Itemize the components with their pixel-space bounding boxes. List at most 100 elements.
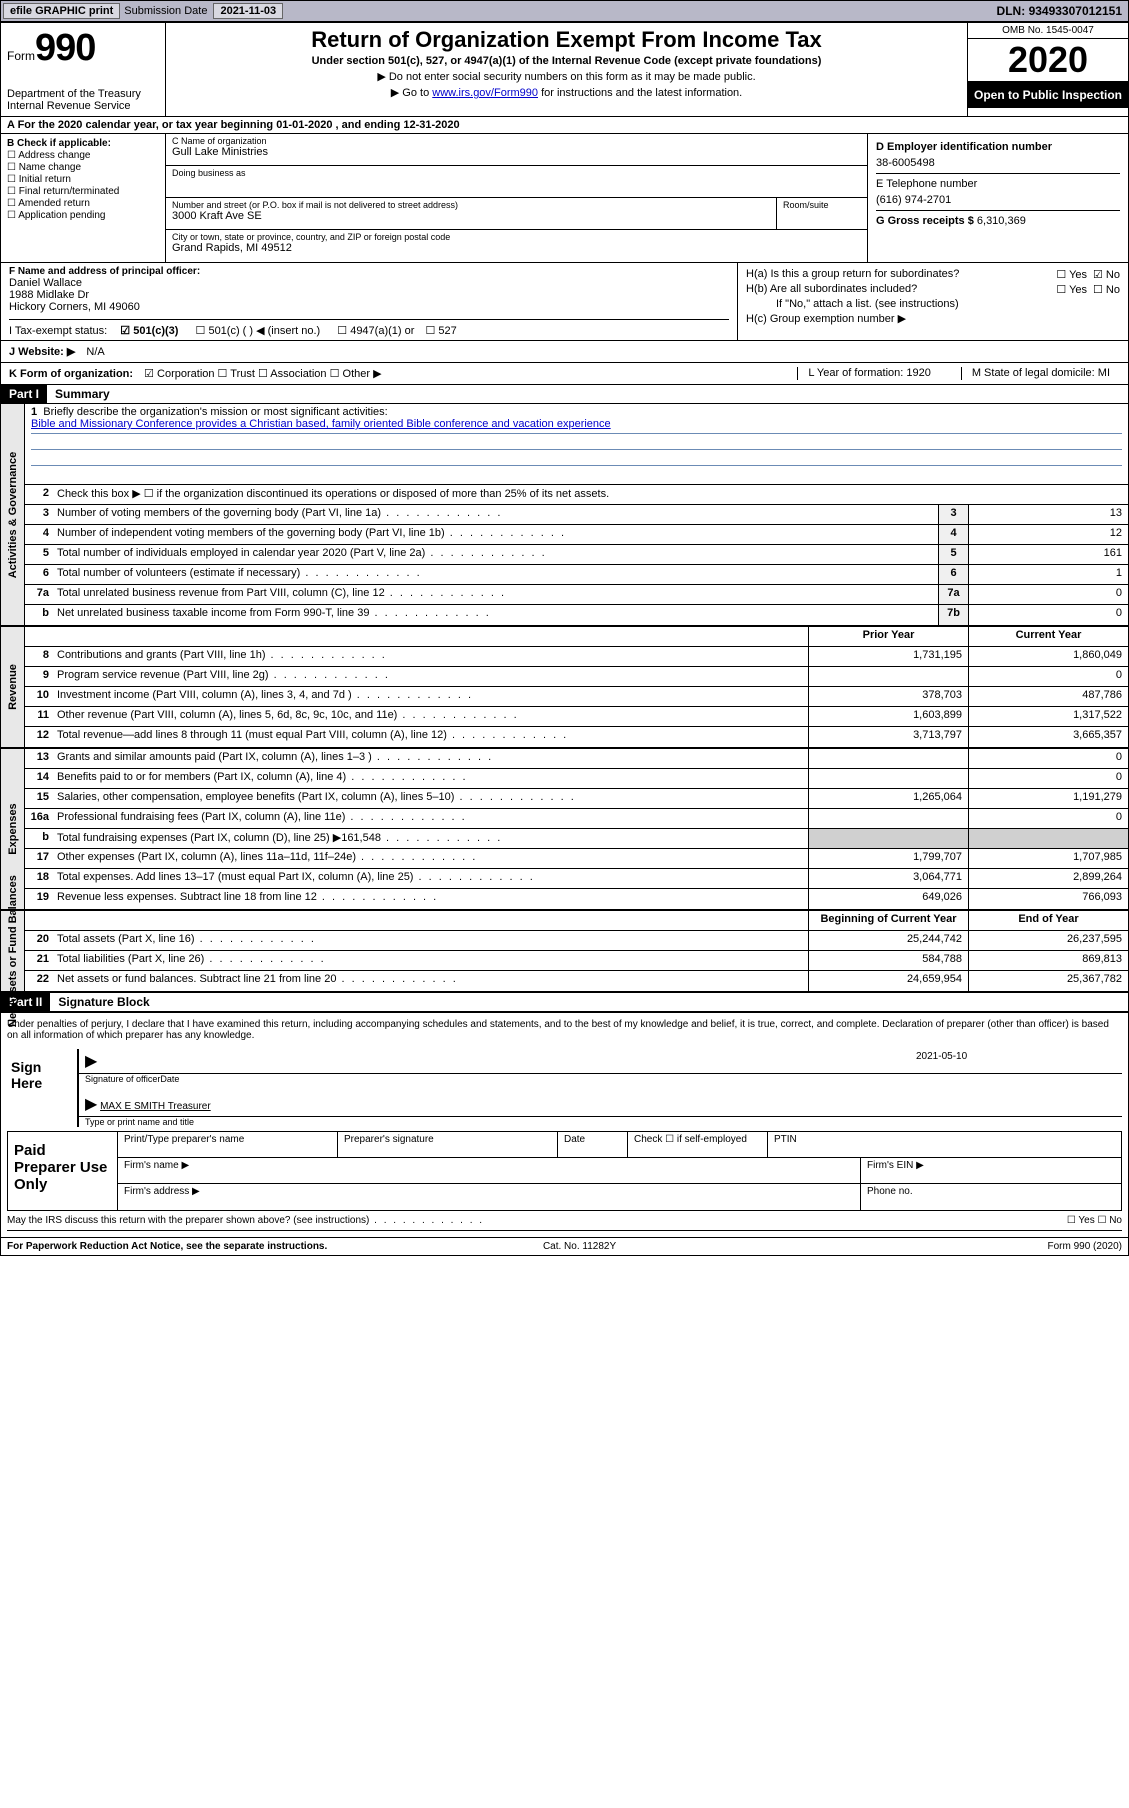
chk-initial-return[interactable]: Initial return — [7, 174, 159, 185]
form-note1: ▶ Do not enter social security numbers o… — [174, 70, 959, 83]
sig-date-label: Date — [160, 1074, 360, 1084]
col-begin-year: Beginning of Current Year — [808, 911, 968, 930]
chk-application-pending[interactable]: Application pending — [7, 210, 159, 221]
summary-line: 20Total assets (Part X, line 16)25,244,7… — [25, 931, 1128, 951]
discuss-opts[interactable]: ☐ Yes ☐ No — [1067, 1215, 1122, 1226]
gross-label: G Gross receipts $ — [876, 215, 974, 227]
summary-line: 22Net assets or fund balances. Subtract … — [25, 971, 1128, 991]
ha-yes[interactable]: ☐ Yes — [1056, 268, 1087, 281]
form-header: Form990 Department of the Treasury Inter… — [1, 23, 1128, 117]
submission-date-button[interactable]: 2021-11-03 — [213, 3, 283, 19]
dba-label: Doing business as — [172, 168, 861, 178]
section-revenue: Revenue Prior YearCurrent Year 8Contribu… — [1, 627, 1128, 749]
side-label-revenue: Revenue — [7, 664, 19, 710]
summary-line: 8Contributions and grants (Part VIII, li… — [25, 647, 1128, 667]
header-left: Form990 Department of the Treasury Inter… — [1, 23, 166, 116]
prep-name-label: Print/Type preparer's name — [118, 1132, 338, 1157]
hb-no[interactable]: ☐ No — [1093, 283, 1120, 296]
officer-addr1: 1988 Midlake Dr — [9, 289, 729, 301]
chk-527[interactable]: ☐ 527 — [425, 325, 456, 337]
sig-officer-label: Signature of officer — [85, 1074, 160, 1084]
phone-value: (616) 974-2701 — [876, 194, 1120, 206]
officer-name-title: MAX E SMITH Treasurer — [100, 1101, 211, 1112]
signature-block: Under penalties of perjury, I declare th… — [1, 1012, 1128, 1237]
chk-amended-return[interactable]: Amended return — [7, 198, 159, 209]
q2-text: Check this box ▶ ☐ if the organization d… — [53, 485, 1128, 504]
phone-label: E Telephone number — [876, 178, 1120, 190]
sig-date: 2021-05-10 — [916, 1051, 1116, 1062]
chk-4947[interactable]: ☐ 4947(a)(1) or — [337, 325, 414, 337]
summary-line: 10Investment income (Part VIII, column (… — [25, 687, 1128, 707]
q1-label: Briefly describe the organization's miss… — [43, 406, 387, 418]
ein-label: D Employer identification number — [876, 141, 1120, 153]
dln-label: DLN: 93493307012151 — [997, 4, 1128, 18]
summary-line: 3Number of voting members of the governi… — [25, 505, 1128, 525]
summary-line: 21Total liabilities (Part X, line 26)584… — [25, 951, 1128, 971]
hb-label: H(b) Are all subordinates included? — [746, 283, 1056, 296]
footer-left: For Paperwork Reduction Act Notice, see … — [7, 1241, 327, 1252]
form-title: Return of Organization Exempt From Incom… — [174, 27, 959, 53]
name-title-label: Type or print name and title — [79, 1117, 1122, 1127]
gross-value: 6,310,369 — [977, 215, 1026, 227]
block-fh: F Name and address of principal officer:… — [1, 263, 1128, 341]
state-domicile: M State of legal domicile: MI — [961, 367, 1120, 380]
section-h-group: H(a) Is this a group return for subordin… — [738, 263, 1128, 340]
summary-line: 6Total number of volunteers (estimate if… — [25, 565, 1128, 585]
summary-line: bNet unrelated business taxable income f… — [25, 605, 1128, 625]
chk-501c[interactable]: ☐ 501(c) ( ) ◀ (insert no.) — [196, 325, 321, 337]
mission-text: Bible and Missionary Conference provides… — [31, 418, 1122, 434]
chk-501c3[interactable]: ☑ 501(c)(3) — [120, 325, 178, 337]
summary-line: 19Revenue less expenses. Subtract line 1… — [25, 889, 1128, 909]
firm-addr-label: Firm's address ▶ — [118, 1184, 861, 1210]
row-j-website: J Website: ▶ N/A — [1, 341, 1128, 363]
form-number: 990 — [35, 27, 95, 69]
form-subtitle: Under section 501(c), 527, or 4947(a)(1)… — [174, 55, 959, 67]
row-i-tax-exempt: I Tax-exempt status: ☑ 501(c)(3) ☐ 501(c… — [9, 319, 729, 337]
efile-button[interactable]: efile GRAPHIC print — [3, 3, 120, 19]
header-title-block: Return of Organization Exempt From Incom… — [166, 23, 968, 116]
summary-line: 5Total number of individuals employed in… — [25, 545, 1128, 565]
officer-name: Daniel Wallace — [9, 277, 729, 289]
chk-final-return[interactable]: Final return/terminated — [7, 186, 159, 197]
ein-value: 38-6005498 — [876, 157, 1120, 169]
form-label: Form — [7, 49, 35, 63]
hb-note: If "No," attach a list. (see instruction… — [746, 298, 1120, 310]
summary-line: 14Benefits paid to or for members (Part … — [25, 769, 1128, 789]
form-note2: ▶ Go to www.irs.gov/Form990 for instruct… — [174, 86, 959, 99]
org-type-opts[interactable]: ☑ Corporation ☐ Trust ☐ Association ☐ Ot… — [144, 368, 381, 380]
side-label-net-assets: Net Assets or Fund Balances — [7, 875, 19, 1027]
footer-catalog: Cat. No. 11282Y — [543, 1241, 616, 1252]
section-activities-governance: Activities & Governance 1 Briefly descri… — [1, 404, 1128, 627]
section-b-checkboxes: B Check if applicable: Address change Na… — [1, 134, 166, 262]
ha-no[interactable]: ☑ No — [1093, 268, 1120, 281]
side-label-expenses: Expenses — [7, 803, 19, 854]
summary-line: 7aTotal unrelated business revenue from … — [25, 585, 1128, 605]
year-formation: L Year of formation: 1920 — [797, 367, 941, 380]
section-expenses: Expenses 13Grants and similar amounts pa… — [1, 749, 1128, 911]
chk-address-change[interactable]: Address change — [7, 150, 159, 161]
prep-sig-label: Preparer's signature — [338, 1132, 558, 1157]
hb-yes[interactable]: ☐ Yes — [1056, 283, 1087, 296]
row-k-form-org: K Form of organization: ☑ Corporation ☐ … — [1, 363, 1128, 385]
prep-check-label[interactable]: Check ☐ if self-employed — [628, 1132, 768, 1157]
summary-line: 4Number of independent voting members of… — [25, 525, 1128, 545]
section-d-ein: D Employer identification number 38-6005… — [868, 134, 1128, 262]
city-label: City or town, state or province, country… — [172, 232, 861, 242]
department-text: Department of the Treasury Internal Reve… — [7, 88, 159, 112]
summary-line: 17Other expenses (Part IX, column (A), l… — [25, 849, 1128, 869]
firm-ein-label: Firm's EIN ▶ — [861, 1158, 1121, 1183]
omb-number: OMB No. 1545-0047 — [968, 23, 1128, 39]
firm-name-label: Firm's name ▶ — [118, 1158, 861, 1183]
part2-header: Part IISignature Block — [1, 993, 1128, 1012]
summary-line: 11Other revenue (Part VIII, column (A), … — [25, 707, 1128, 727]
col-current-year: Current Year — [968, 627, 1128, 646]
website-value: N/A — [86, 346, 104, 358]
org-name-label: C Name of organization — [172, 136, 861, 146]
chk-name-change[interactable]: Name change — [7, 162, 159, 173]
ptin-label: PTIN — [768, 1132, 1121, 1157]
footer-form: Form 990 (2020) — [1047, 1241, 1121, 1252]
summary-line: bTotal fundraising expenses (Part IX, co… — [25, 829, 1128, 849]
room-label: Room/suite — [783, 200, 861, 210]
addr-value: 3000 Kraft Ave SE — [172, 210, 770, 222]
irs-link[interactable]: www.irs.gov/Form990 — [432, 87, 538, 99]
